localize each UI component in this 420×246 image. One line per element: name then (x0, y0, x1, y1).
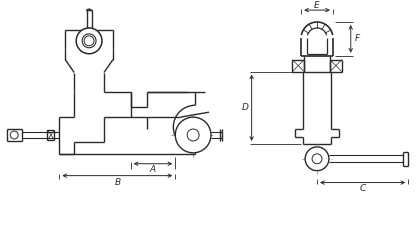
Circle shape (312, 154, 322, 164)
Circle shape (76, 28, 102, 54)
Circle shape (305, 147, 329, 171)
Text: F: F (355, 34, 360, 43)
Circle shape (10, 131, 18, 139)
Text: B: B (114, 178, 121, 187)
Text: C: C (360, 184, 366, 193)
Circle shape (175, 117, 211, 153)
Text: D: D (241, 103, 248, 112)
Circle shape (84, 36, 94, 46)
Text: A: A (150, 165, 156, 174)
Text: E: E (314, 1, 320, 10)
Circle shape (82, 34, 96, 48)
Circle shape (187, 129, 199, 141)
